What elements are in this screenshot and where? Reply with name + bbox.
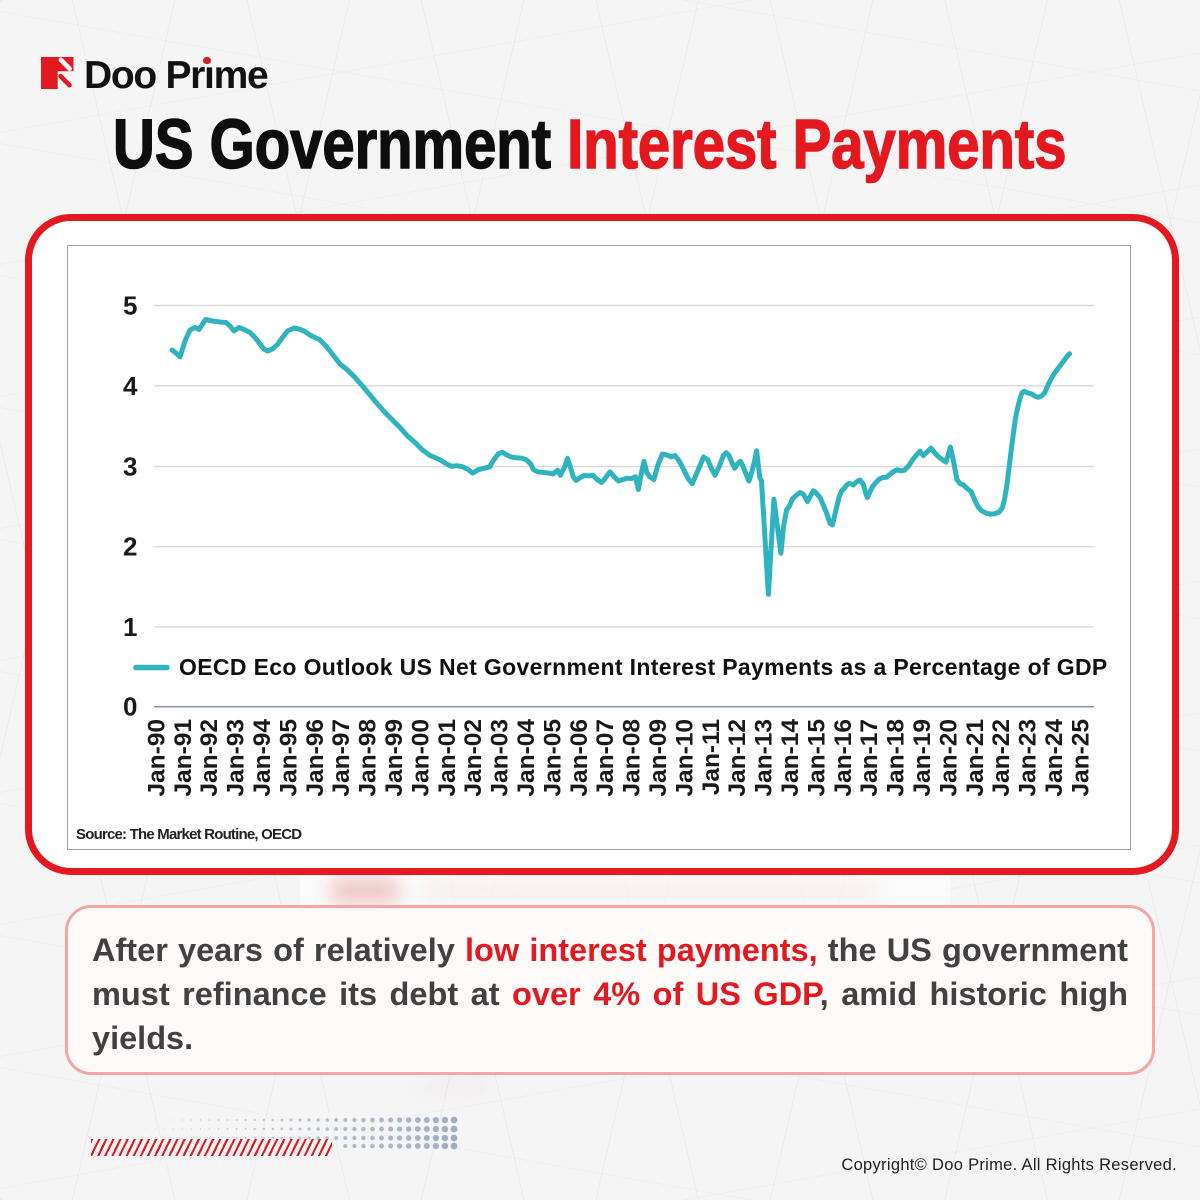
svg-text:5: 5 [123,291,137,321]
svg-text:Jan-03: Jan-03 [487,719,514,797]
svg-text:3: 3 [123,452,137,482]
svg-text:Jan-12: Jan-12 [724,719,751,797]
svg-text:Jan-23: Jan-23 [1015,719,1042,797]
svg-text:Jan-95: Jan-95 [275,719,302,797]
svg-text:Jan-15: Jan-15 [803,719,830,797]
svg-text:Jan-21: Jan-21 [962,719,989,797]
svg-text:Jan-91: Jan-91 [170,719,197,797]
svg-text:Jan-02: Jan-02 [460,719,487,797]
svg-text:Jan-01: Jan-01 [434,719,461,797]
svg-text:Jan-22: Jan-22 [988,719,1015,797]
svg-text:Jan-16: Jan-16 [830,719,857,797]
svg-text:OECD Eco Outlook US Net Govern: OECD Eco Outlook US Net Government Inter… [179,654,1108,680]
svg-text:Jan-04: Jan-04 [513,719,540,797]
svg-text:Jan-07: Jan-07 [592,719,619,797]
svg-text:Jan-96: Jan-96 [302,719,329,797]
svg-text:Jan-17: Jan-17 [856,719,883,797]
svg-text:Jan-97: Jan-97 [328,719,355,797]
svg-text:2: 2 [123,532,137,562]
svg-text:Jan-98: Jan-98 [355,719,382,797]
svg-text:Jan-20: Jan-20 [935,719,962,797]
svg-text:4: 4 [123,371,138,401]
svg-text:Jan-00: Jan-00 [407,719,434,797]
svg-text:Source: The Market Routine, OE: Source: The Market Routine, OECD [76,826,302,843]
svg-text:Jan-10: Jan-10 [671,719,698,797]
svg-text:0: 0 [123,692,137,722]
svg-text:Jan-19: Jan-19 [909,719,936,797]
svg-text:Jan-11: Jan-11 [698,719,725,795]
svg-text:Jan-99: Jan-99 [381,719,408,797]
svg-text:Jan-93: Jan-93 [223,719,250,797]
svg-text:Jan-25: Jan-25 [1067,719,1094,797]
svg-text:1: 1 [123,612,137,642]
svg-text:Jan-08: Jan-08 [619,719,646,797]
svg-text:Jan-90: Jan-90 [143,719,170,797]
svg-text:Jan-13: Jan-13 [751,719,778,797]
svg-text:Jan-92: Jan-92 [196,719,223,797]
svg-text:Jan-09: Jan-09 [645,719,672,797]
svg-text:Jan-14: Jan-14 [777,719,804,797]
svg-text:Jan-94: Jan-94 [249,719,276,797]
svg-text:Jan-06: Jan-06 [566,719,593,797]
svg-text:Jan-18: Jan-18 [883,719,910,797]
svg-text:Jan-05: Jan-05 [539,719,566,797]
svg-text:Jan-24: Jan-24 [1041,719,1068,797]
